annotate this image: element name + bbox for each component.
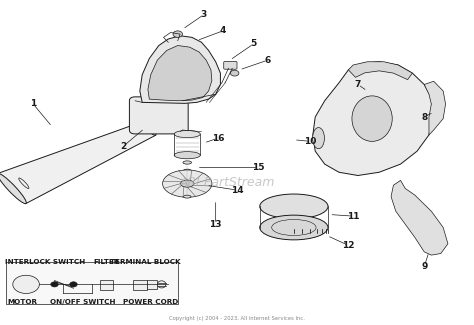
Polygon shape [391, 180, 448, 255]
Ellipse shape [163, 170, 212, 197]
Polygon shape [424, 81, 446, 135]
Text: INTERLOCK SWITCH: INTERLOCK SWITCH [5, 259, 85, 265]
Text: POWER CORD: POWER CORD [123, 299, 178, 305]
Circle shape [230, 70, 239, 76]
Ellipse shape [174, 151, 200, 159]
Bar [100, 280, 113, 290]
Circle shape [51, 282, 58, 287]
Text: 5: 5 [250, 39, 257, 48]
Text: ON/OFF SWITCH: ON/OFF SWITCH [50, 299, 116, 305]
Text: Copyright (c) 2004 - 2023, All Internet Services Inc.: Copyright (c) 2004 - 2023, All Internet … [169, 316, 305, 321]
Ellipse shape [313, 127, 324, 149]
Text: 7: 7 [355, 80, 361, 89]
Text: 3: 3 [201, 10, 207, 19]
Ellipse shape [183, 169, 191, 172]
Ellipse shape [0, 173, 27, 204]
Text: 15: 15 [252, 163, 264, 172]
Polygon shape [313, 62, 434, 176]
Text: TERMINAL BLOCK: TERMINAL BLOCK [110, 259, 181, 265]
Text: 9: 9 [421, 262, 428, 271]
Bar [6, 262, 178, 304]
Text: 6: 6 [264, 56, 271, 65]
Circle shape [13, 275, 39, 293]
Text: 2: 2 [120, 142, 127, 151]
Polygon shape [148, 46, 212, 101]
Text: 13: 13 [210, 220, 222, 229]
Polygon shape [0, 122, 155, 203]
Ellipse shape [260, 194, 328, 219]
Text: 12: 12 [342, 241, 355, 250]
FancyBboxPatch shape [129, 97, 188, 134]
Ellipse shape [157, 281, 166, 288]
Bar [133, 280, 147, 290]
Polygon shape [140, 36, 220, 103]
Circle shape [173, 31, 182, 37]
Ellipse shape [174, 131, 200, 138]
Ellipse shape [143, 122, 156, 135]
FancyBboxPatch shape [224, 61, 237, 69]
Text: 16: 16 [212, 134, 224, 143]
Ellipse shape [183, 161, 191, 164]
Ellipse shape [260, 215, 328, 240]
Bar [147, 280, 157, 289]
Ellipse shape [352, 96, 392, 141]
Ellipse shape [183, 195, 191, 198]
Text: 11: 11 [347, 212, 359, 221]
Text: FILTER: FILTER [93, 259, 119, 265]
Text: 10: 10 [304, 137, 317, 146]
Text: ARI PartStream: ARI PartStream [180, 176, 275, 188]
Circle shape [70, 282, 77, 287]
Text: 8: 8 [421, 112, 428, 122]
Text: MOTOR: MOTOR [8, 299, 38, 305]
Text: 1: 1 [30, 99, 36, 109]
Text: 14: 14 [231, 186, 243, 195]
Text: 4: 4 [219, 26, 226, 35]
Polygon shape [348, 62, 412, 80]
Ellipse shape [181, 180, 194, 187]
